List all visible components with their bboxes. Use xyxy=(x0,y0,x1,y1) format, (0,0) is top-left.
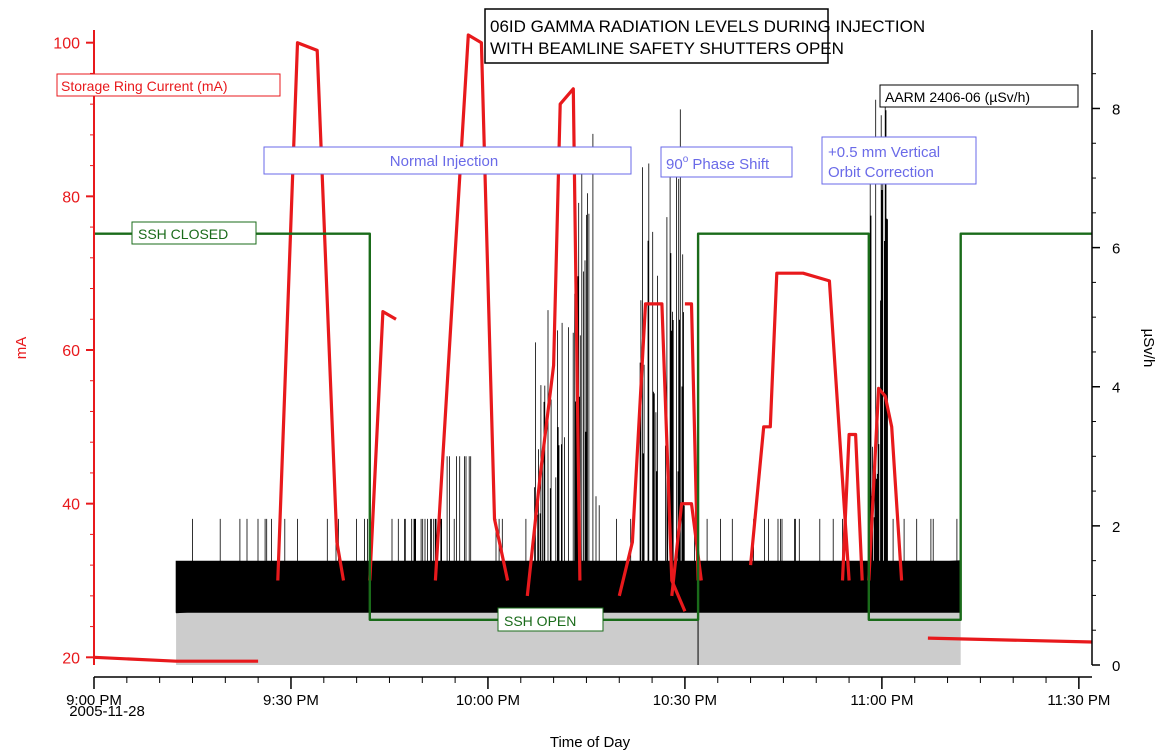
phase-shift-label: 90o Phase Shift xyxy=(666,154,770,173)
current-series-6 xyxy=(927,636,1093,644)
dose-label: AARM 2406-06 (µSv/h) xyxy=(885,89,1030,105)
ssh-closed-box xyxy=(131,221,257,245)
y-right-tick-label: 8 xyxy=(1112,101,1120,118)
ssh-open-label: SSH OPEN xyxy=(504,613,576,629)
current-series-5 xyxy=(867,386,904,581)
current-series-2 xyxy=(670,502,703,597)
y-right-tick-label: 6 xyxy=(1112,241,1120,258)
y-right-tick-label: 0 xyxy=(1112,658,1120,675)
axes: 20 40 60 80 100 0 2 4 6 8 9:00 PM 9:30 PM 10:00 PM 10… xyxy=(53,30,1120,709)
current-label: Storage Ring Current (mA) xyxy=(61,78,228,94)
title-box xyxy=(484,8,829,64)
ssh-open-box xyxy=(497,607,604,632)
x-axis-label: Time of Day xyxy=(550,734,631,751)
x-tick-label: 11:00 PM xyxy=(850,692,913,709)
y-left-tick-label: 80 xyxy=(62,189,80,206)
chart-title-line1: 06ID GAMMA RADIATION LEVELS DURING INJEC… xyxy=(490,17,925,36)
current-label-box xyxy=(56,73,281,97)
ssh-closed-label: SSH CLOSED xyxy=(138,226,228,242)
line-series xyxy=(94,35,1092,661)
x-tick-label: 9:00 PM xyxy=(66,692,122,709)
y-left-tick-label: 20 xyxy=(62,650,80,667)
x-tick-label: 10:00 PM xyxy=(456,692,520,709)
current-series-4 xyxy=(840,432,864,581)
y-right-tick-label: 4 xyxy=(1112,380,1120,397)
normal-injection-box xyxy=(263,146,632,175)
phase-shift-box xyxy=(660,146,793,178)
orbit-correction-box xyxy=(821,136,977,185)
dose-label-box xyxy=(879,84,1079,108)
y-right-tick-label: 2 xyxy=(1112,519,1120,536)
orbit-correction-line2: Orbit Correction xyxy=(828,164,934,181)
current-series-3 xyxy=(749,271,851,581)
y-axis-left-label: mA xyxy=(13,337,30,360)
current-series-1 xyxy=(617,302,687,612)
y-axis-right-label: µSv/h xyxy=(1140,329,1157,368)
orbit-correction-line1: +0.5 mm Vertical xyxy=(828,144,940,161)
x-tick-label: 11:30 PM xyxy=(1047,692,1110,709)
normal-injection-label: Normal Injection xyxy=(390,153,498,170)
shutter-series-7 xyxy=(94,232,1092,621)
x-axis-date: 2005-11-28 xyxy=(69,703,145,720)
chart-title-line2: WITH BEAMLINE SAFETY SHUTTERS OPEN xyxy=(490,39,844,58)
y-left-tick-label: 60 xyxy=(62,343,80,360)
y-left-tick-label: 100 xyxy=(53,36,80,53)
x-tick-label: 10:30 PM xyxy=(653,692,717,709)
y-left-tick-label: 40 xyxy=(62,497,80,514)
dose-trend-line xyxy=(176,560,961,614)
x-tick-label: 9:30 PM xyxy=(263,692,319,709)
